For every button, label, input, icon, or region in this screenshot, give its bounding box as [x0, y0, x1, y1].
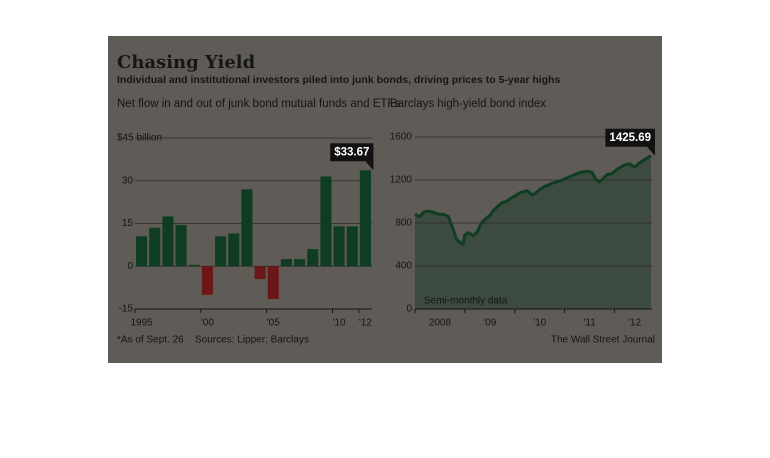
- bar: [188, 264, 200, 267]
- line: [414, 154, 652, 246]
- y-tick-label: 0: [406, 304, 412, 315]
- callout-pointer: [647, 146, 656, 156]
- y-tick-label: -15: [119, 304, 134, 315]
- x-tick-label: 1995: [130, 318, 153, 329]
- y-tick-label: 0: [127, 261, 133, 272]
- chart-title: Barclays high-yield bond index: [390, 98, 546, 110]
- x-tick-label: '12: [628, 318, 641, 329]
- bar: [294, 259, 306, 267]
- headline: Chasing Yield: [117, 52, 256, 73]
- y-tick-label: 15: [122, 218, 134, 229]
- callout-label: 1425.69: [609, 132, 651, 144]
- credit: The Wall Street Journal: [551, 335, 655, 346]
- bar: [346, 226, 358, 267]
- x-tick-label: '00: [201, 318, 214, 329]
- callout-box: [605, 128, 656, 147]
- chart-title: Net flow in and out of junk bond mutual …: [117, 98, 400, 110]
- bar: [320, 176, 332, 267]
- bar: [136, 236, 148, 267]
- y-tick-label: 400: [395, 261, 412, 272]
- subtitle: Individual and institutional investors p…: [117, 74, 561, 86]
- x-tick-label: '10: [533, 318, 546, 329]
- x-tick-label: '05: [267, 318, 280, 329]
- bar: [149, 227, 161, 267]
- x-tick-label: '09: [483, 318, 496, 329]
- bar: [333, 226, 345, 267]
- x-tick-label: '11: [583, 318, 596, 329]
- bar: [254, 266, 266, 280]
- bar: [175, 224, 187, 267]
- bar: [215, 236, 227, 267]
- note: *As of Sept. 26: [117, 335, 184, 346]
- bar: [307, 249, 319, 267]
- callout-pointer: [365, 161, 374, 171]
- x-tick-label: '12: [359, 318, 372, 329]
- bar: [267, 266, 279, 300]
- bar: [228, 233, 240, 267]
- bar: [280, 259, 292, 267]
- y-tick-label: 30: [122, 175, 134, 186]
- bar: [359, 170, 371, 267]
- x-tick-label: 2008: [429, 318, 452, 329]
- callout-label: $33.67: [334, 146, 369, 158]
- callout-box: [330, 143, 374, 162]
- annotation: Semi-monthly data: [424, 296, 508, 307]
- y-tick-label: 800: [395, 218, 412, 229]
- bar: [162, 216, 174, 267]
- area: [415, 155, 652, 309]
- bar: [201, 266, 213, 295]
- y-tick-label: $45 billion: [117, 133, 162, 144]
- bar: [241, 189, 253, 267]
- x-tick-label: '10: [333, 318, 346, 329]
- y-tick-label: 1600: [390, 132, 413, 143]
- source: Sources: Lipper; Barclays: [195, 335, 309, 346]
- y-tick-label: 1200: [390, 175, 413, 186]
